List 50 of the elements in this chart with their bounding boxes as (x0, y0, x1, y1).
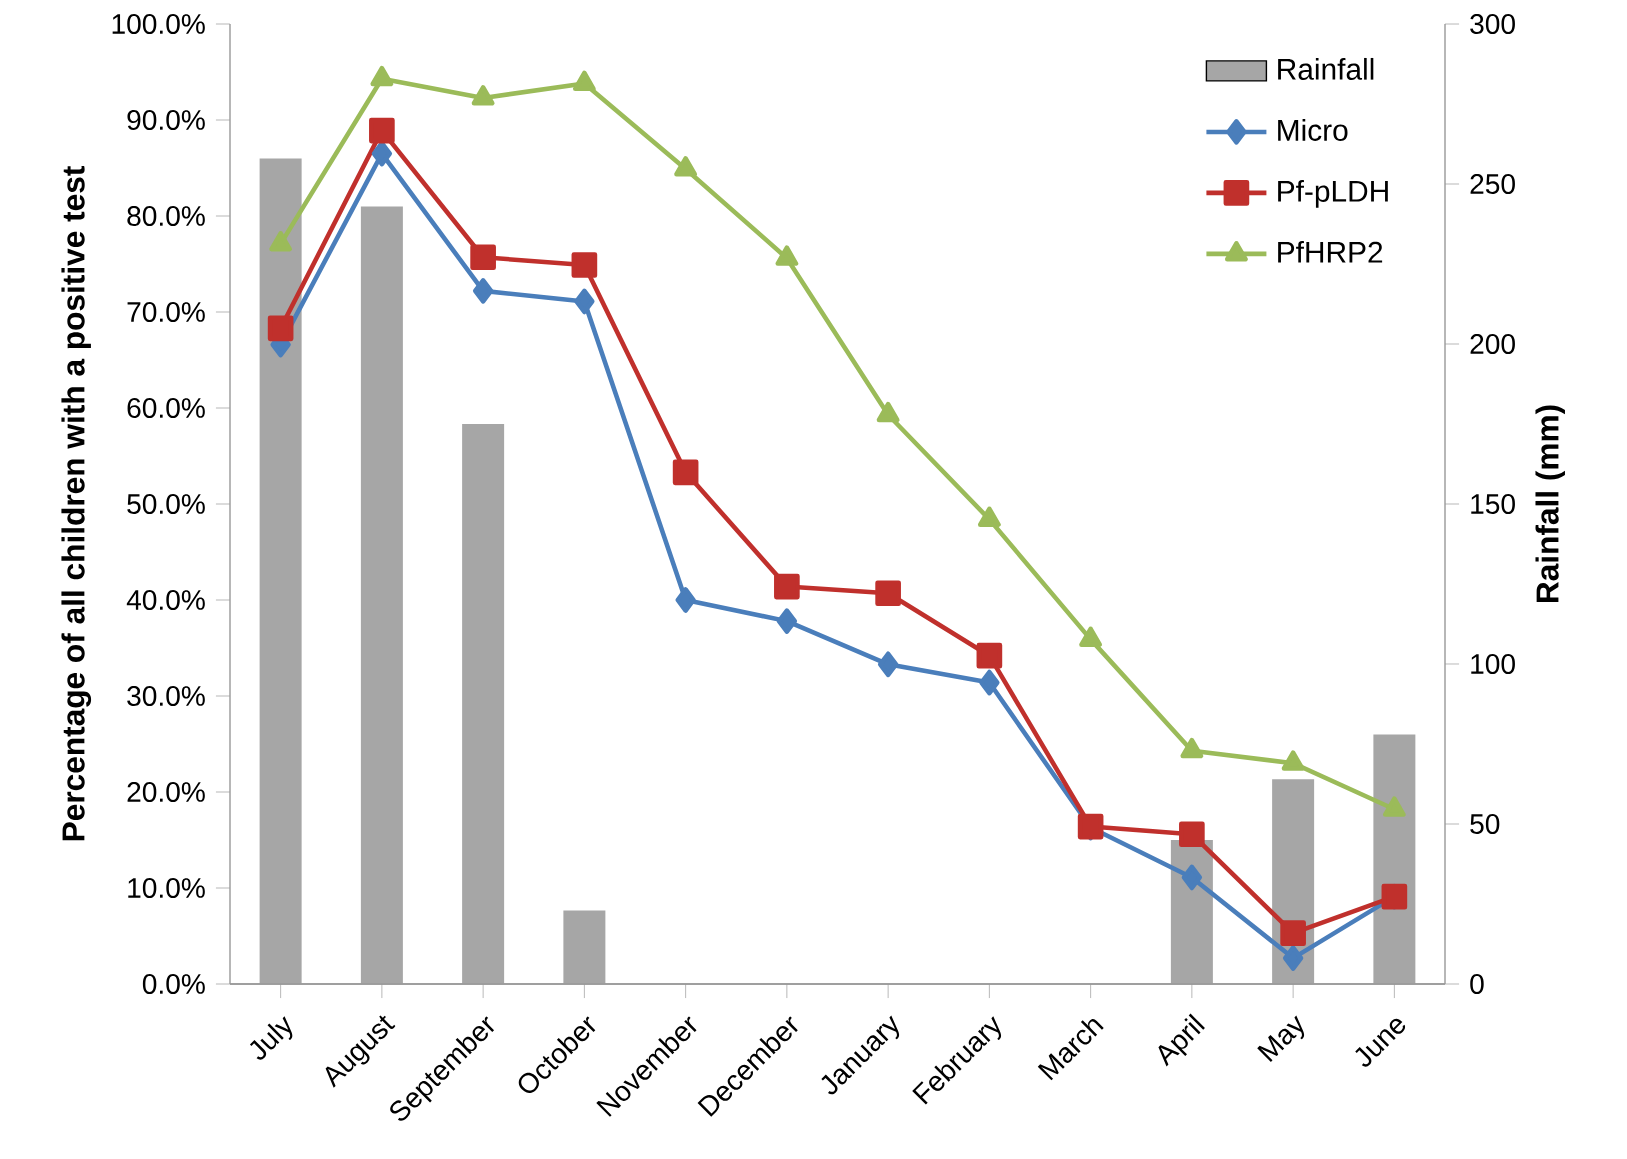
y-axis-title: Percentage of all children with a positive test (61, 166, 92, 841)
point (976, 642, 1003, 669)
point (675, 587, 696, 613)
y2-tick-label: 200 (1470, 334, 1515, 354)
point (672, 459, 699, 486)
point (776, 608, 798, 634)
point (1282, 945, 1304, 971)
point (371, 140, 393, 167)
point (1181, 864, 1203, 891)
bar (259, 158, 302, 984)
point (571, 252, 598, 278)
point (369, 117, 395, 144)
y-tick-label: 60.0% (127, 398, 205, 418)
x-tick-label: May (1257, 1015, 1305, 1062)
y-tick-label: 70.0% (127, 302, 205, 322)
point (875, 580, 901, 607)
legend-label: Micro (1278, 118, 1348, 141)
y-tick-label: 40.0% (126, 590, 205, 610)
y-tick-label: 50.0% (127, 494, 205, 514)
y-tick-label: 80.0% (127, 206, 205, 226)
legend-label: PfHRP2 (1278, 240, 1383, 263)
bar (563, 910, 606, 984)
point (979, 669, 1000, 696)
point (877, 651, 899, 678)
y2-tick-label: 250 (1470, 174, 1515, 194)
point (574, 288, 595, 315)
y-tick-label: 100.0% (112, 14, 205, 34)
y-tick-label: 0.0% (142, 974, 205, 994)
y-tick-label: 20.0% (127, 782, 205, 802)
legend-label: Rainfall (1278, 57, 1374, 80)
y-tick-label: 90.0% (127, 110, 205, 130)
point (267, 315, 294, 342)
point (1280, 920, 1306, 946)
y2-tick-label: 50 (1470, 814, 1500, 834)
point (472, 278, 494, 304)
y2-tick-label: 150 (1471, 494, 1515, 514)
x-tick-label: July (249, 1016, 293, 1060)
bar (462, 424, 505, 984)
y-tick-label: 10.0% (128, 878, 205, 898)
y2-tick-label: 300 (1470, 14, 1515, 34)
legend-label: Pf-pLDH (1278, 180, 1388, 208)
y-tick-label: 30.0% (127, 686, 205, 706)
bar (360, 206, 403, 984)
y2-tick-label: 0 (1470, 974, 1484, 994)
y2-tick-label: 100 (1471, 654, 1515, 674)
point (774, 573, 800, 600)
y2-axis-title: Rainfall (mm) (1535, 405, 1565, 603)
point (1179, 821, 1205, 848)
bar (1373, 734, 1416, 984)
point (470, 244, 496, 271)
